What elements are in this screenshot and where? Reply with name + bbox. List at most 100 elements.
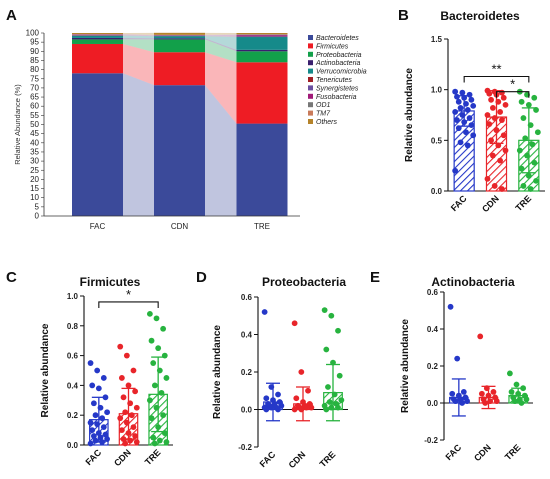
y-tick-label: 50: [30, 120, 39, 129]
data-point-cdn: [502, 101, 509, 108]
data-point-fac: [92, 412, 99, 419]
data-point-fac: [89, 382, 96, 389]
data-point-cdn: [491, 183, 498, 189]
stack-segment-fac-synergistetes: [72, 34, 123, 36]
data-point-cdn: [291, 320, 298, 327]
y-tick-label: 25: [30, 166, 39, 175]
data-point-tre: [155, 424, 162, 431]
data-point-cdn: [484, 112, 491, 118]
data-point-cdn: [305, 387, 311, 394]
data-point-tre: [330, 359, 336, 366]
data-point-cdn: [133, 404, 140, 411]
data-point-cdn: [493, 127, 500, 134]
data-point-fac: [102, 431, 109, 438]
legend-label: Tenericutes: [316, 77, 352, 84]
y-tick-label: 55: [30, 111, 39, 120]
data-point-tre: [533, 107, 539, 113]
stack-segment-tre-firmicutes: [236, 62, 288, 124]
area-connector-actinobacteria: [205, 38, 237, 52]
y-tick-label: 0.8: [67, 322, 79, 331]
stack-segment-tre-fusobacteria: [236, 34, 288, 36]
stack-segment-fac-actinobacteria: [72, 37, 123, 40]
stack-segment-tre-others: [236, 33, 288, 35]
x-category-label: CDN: [287, 449, 308, 470]
data-point-cdn: [117, 343, 124, 350]
data-point-cdn: [499, 89, 505, 96]
proteobacteria-bar-chart: Proteobacteria -0.2 0.0 0.2 0.4 0.6 Relative a…: [212, 275, 348, 470]
data-point-fac: [268, 404, 275, 411]
legend-label: Proteobacteria: [316, 52, 362, 59]
data-point-fac: [464, 398, 471, 405]
data-point-fac: [87, 360, 94, 366]
stack-segment-tre-actinobacteria: [236, 49, 288, 52]
legend-swatch: [308, 43, 313, 49]
data-point-fac: [470, 132, 477, 139]
data-point-tre: [525, 172, 532, 179]
data-point-tre: [515, 390, 522, 397]
data-point-tre: [523, 396, 530, 403]
x-category-label: FAC: [83, 447, 103, 467]
y-tick-label: 70: [30, 83, 39, 92]
data-point-cdn: [497, 157, 504, 164]
data-point-fac: [89, 427, 96, 433]
data-point-tre: [331, 391, 338, 398]
data-point-tre: [527, 122, 534, 129]
y-tick-label: 15: [30, 184, 39, 193]
data-point-cdn: [500, 132, 507, 139]
data-point-tre: [531, 94, 538, 101]
data-point-fac: [466, 115, 473, 121]
data-point-cdn: [500, 94, 507, 101]
stack-segment-tre-proteobacteria: [236, 51, 288, 63]
data-point-tre: [520, 115, 527, 121]
data-point-fac: [460, 389, 467, 395]
data-point-tre: [158, 389, 165, 396]
area-connector-proteobacteria: [205, 39, 237, 63]
data-point-fac: [99, 415, 106, 422]
data-point-tre: [160, 412, 167, 419]
stack-segment-fac-others: [72, 33, 123, 35]
x-category-label: CDN: [112, 447, 133, 468]
data-point-fac: [278, 402, 285, 409]
data-point-cdn: [132, 433, 139, 439]
area-connector-bacteroidetes: [205, 85, 237, 216]
data-point-fac: [455, 98, 462, 105]
chart-title: Actinobacteria: [431, 275, 515, 289]
data-point-tre: [326, 399, 333, 405]
area-connector-firmicutes: [123, 43, 154, 86]
data-point-fac: [90, 433, 97, 439]
panel-label-a: A: [6, 7, 17, 24]
area-connector-actinobacteria: [123, 37, 154, 40]
data-point-fac: [102, 394, 109, 401]
stack-segment-cdn-others: [154, 32, 205, 35]
data-point-tre: [148, 337, 155, 344]
data-point-cdn: [308, 404, 315, 411]
legend-label: Bacteroidetes: [316, 35, 359, 42]
data-point-fac: [452, 88, 459, 95]
data-point-tre: [520, 183, 527, 189]
data-point-fac: [87, 419, 94, 426]
x-category-label: CDN: [472, 442, 493, 463]
area-connector-tm7: [123, 34, 154, 36]
data-point-fac: [92, 437, 99, 444]
data-point-tre: [513, 381, 520, 388]
y-tick-label: 0.5: [431, 136, 443, 145]
legend-swatch: [308, 102, 313, 108]
data-point-cdn: [120, 436, 127, 442]
legend-swatch: [308, 51, 313, 57]
panel-label-e: E: [370, 269, 380, 286]
legend-label: Fusobacteria: [316, 94, 357, 101]
data-point-cdn: [133, 439, 140, 445]
data-point-tre: [527, 186, 534, 192]
y-tick-label: 0.2: [241, 368, 253, 377]
y-axis-title: Relative Abundance (%): [13, 84, 22, 165]
data-point-fac: [463, 129, 469, 136]
data-point-tre: [160, 325, 167, 332]
y-tick-label: -0.2: [238, 443, 252, 452]
data-point-cdn: [298, 369, 305, 375]
data-point-fac: [94, 421, 101, 428]
data-point-cdn: [485, 392, 492, 399]
data-point-fac: [464, 107, 471, 113]
data-point-fac: [452, 398, 459, 405]
data-point-cdn: [303, 404, 310, 411]
y-tick-label: 85: [30, 56, 39, 65]
